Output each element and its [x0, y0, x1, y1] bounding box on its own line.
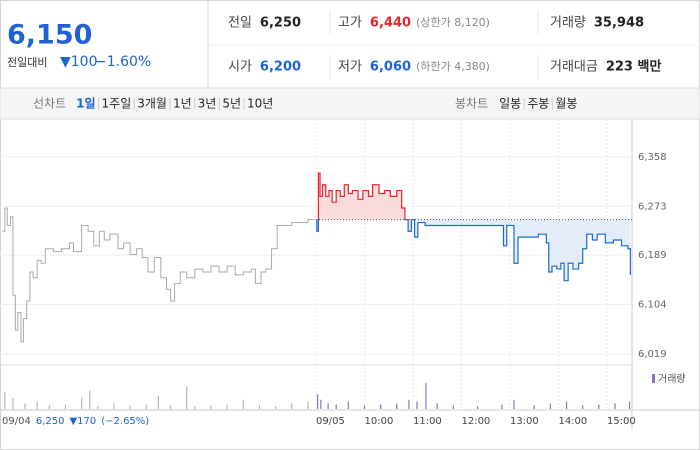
volume-bar [549, 403, 551, 409]
volume-bar [501, 404, 503, 409]
x-tick-label: 15:00 [607, 416, 636, 427]
volume-bar [565, 401, 568, 409]
volume-bar [327, 403, 329, 409]
stat-label: 시가 [228, 60, 252, 75]
x-tick-label: 13:00 [510, 416, 539, 427]
volume-bar [81, 397, 83, 409]
volume-legend: 거래량 [658, 373, 686, 385]
y-tick-label: 6,358 [638, 152, 667, 163]
stat-value: 6,440 [370, 16, 411, 31]
period-tab[interactable]: 1일 [76, 97, 95, 111]
footer-date: 09/04 [2, 416, 31, 427]
candle-tab[interactable]: 월봉 [555, 97, 577, 111]
change-rate: −1.60% [95, 54, 151, 70]
volume-bar [477, 406, 479, 409]
stat-value: 6,200 [260, 60, 301, 75]
stat-label: 고가 [338, 16, 362, 31]
y-tick-label: 6,273 [638, 201, 667, 212]
volume-bar [258, 405, 261, 409]
volume-bar [210, 405, 212, 409]
period-tab[interactable]: 1년 [173, 97, 192, 111]
change-label: 전일대비 [7, 55, 47, 69]
price-line [316, 172, 631, 282]
stat-note: (하한가 4,380) [416, 59, 490, 73]
stat-label: 저가 [338, 60, 362, 75]
price-area [316, 173, 631, 281]
volume-bar [320, 399, 322, 409]
volume-bar [274, 406, 277, 409]
x-tick-label: 09/05 [316, 416, 345, 427]
volume-bar [129, 405, 131, 409]
volume-bar [628, 401, 631, 409]
tab-label: 봉차트 [455, 97, 488, 111]
volume-bar [242, 399, 244, 409]
volume-bar [335, 404, 337, 409]
volume-bar [12, 397, 14, 409]
y-tick-label: 6,189 [638, 250, 667, 261]
stat-value: 6,250 [260, 16, 301, 31]
volume-bar [582, 405, 584, 409]
volume-bar [24, 403, 26, 409]
stat-value: 35,948 [594, 16, 644, 31]
x-tick-label: 10:00 [364, 416, 393, 427]
volume-bar [307, 401, 309, 409]
tab-bar [0, 87, 700, 120]
stat-value: 223 백만 [606, 59, 662, 75]
candle-tab[interactable]: 주봉 [527, 97, 549, 111]
volume-bar [169, 405, 172, 409]
volume-bar [97, 406, 99, 409]
y-tick-label: 6,019 [638, 349, 667, 360]
candle-tab[interactable]: 일봉 [499, 97, 521, 111]
volume-bar [396, 403, 398, 409]
volume-bar [436, 403, 438, 409]
volume-bar [317, 394, 319, 409]
volume-bar [614, 403, 616, 409]
volume-bar [64, 404, 67, 409]
tab-label: 선차트 [33, 97, 66, 111]
volume-bar [598, 404, 600, 409]
volume-bar [380, 404, 382, 409]
footer-price: 6,250 [36, 416, 65, 427]
volume-bar [291, 403, 293, 409]
volume-legend-swatch [652, 374, 655, 383]
volume-bar [4, 392, 6, 409]
volume-bar [425, 383, 427, 409]
volume-bar [145, 404, 147, 409]
change: ▼100 [60, 54, 98, 70]
period-tab[interactable]: 3개월 [137, 97, 167, 111]
volume-bar [363, 405, 366, 409]
volume-bar [408, 399, 410, 409]
volume-bar [347, 401, 349, 409]
volume-bar [89, 390, 91, 409]
volume-bar [452, 405, 454, 409]
stat-note: (상한가 8,120) [416, 16, 490, 29]
volume-bar [416, 401, 418, 409]
x-tick-label: 11:00 [413, 416, 442, 427]
period-tab[interactable]: 5년 [222, 97, 241, 111]
volume-bar [157, 396, 160, 409]
stat-label: 거래량 [550, 16, 586, 31]
volume-bar [513, 399, 515, 409]
footer-change: ▼170 [69, 416, 96, 427]
price-line [2, 207, 315, 343]
stat-value: 6,060 [370, 60, 411, 75]
volume-bar [36, 401, 38, 409]
period-tab[interactable]: 10년 [247, 97, 273, 111]
footer-rate: (−2.65%) [101, 416, 149, 427]
volume-bar [186, 386, 188, 409]
volume-bar [48, 405, 50, 409]
volume-bar [113, 403, 115, 409]
period-tab[interactable]: 1주일 [102, 97, 132, 111]
stat-label: 거래대금 [550, 60, 598, 75]
volume-bar [194, 406, 196, 409]
x-tick-label: 12:00 [461, 416, 490, 427]
y-tick-label: 6,104 [638, 300, 667, 311]
x-tick-label: 14:00 [558, 416, 587, 427]
volume-bar [226, 404, 228, 409]
volume-bar [533, 405, 535, 409]
current-price: 6,150 [7, 20, 92, 51]
stat-label: 전일 [228, 16, 252, 31]
period-tab[interactable]: 3년 [198, 97, 217, 111]
